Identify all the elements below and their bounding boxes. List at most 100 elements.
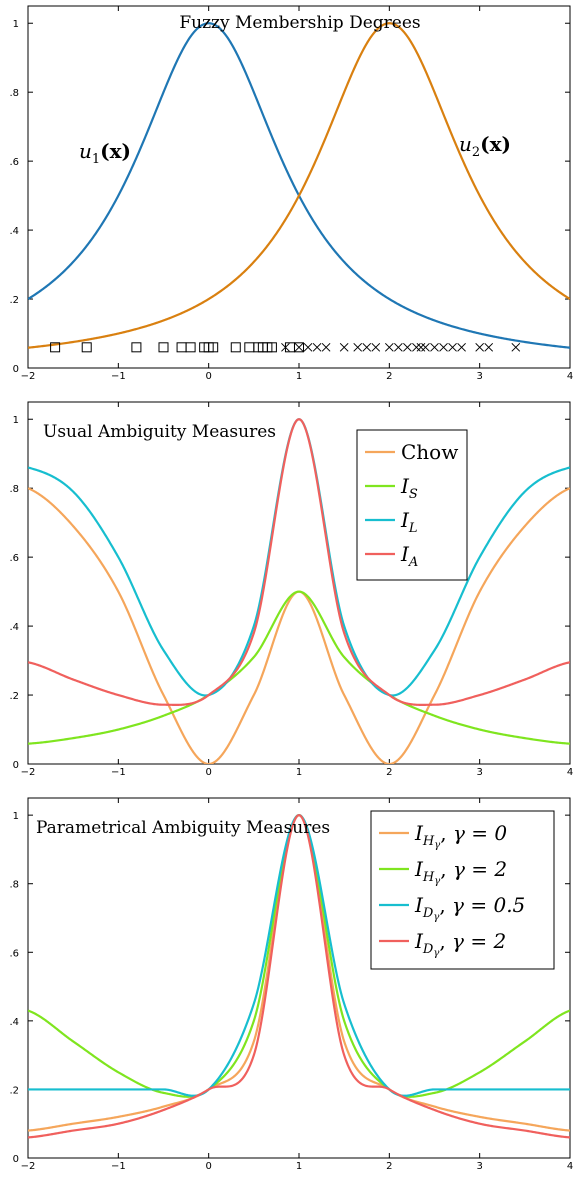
cross-marker bbox=[362, 342, 372, 352]
x-tick-label: −2 bbox=[21, 767, 36, 778]
curve-annotation-2: u2(x) bbox=[459, 132, 511, 160]
cross-marker bbox=[403, 342, 412, 352]
cross-marker bbox=[312, 342, 322, 352]
y-tick-label: .8 bbox=[9, 88, 19, 99]
cross-marker bbox=[416, 342, 426, 352]
square-marker bbox=[131, 342, 142, 353]
chart-panel-3: −2 −1 0 1 2 3 4 0 .2 .4 .6 .8 1 Parametrical Ambiguit… bbox=[9, 797, 573, 1172]
x-tick-label: 0 bbox=[205, 767, 211, 778]
cross-marker bbox=[281, 342, 290, 352]
x-tick-label: 1 bbox=[296, 1161, 302, 1172]
x-tick-label: 4 bbox=[567, 1161, 573, 1172]
y-tick-label: 1 bbox=[13, 415, 19, 426]
y-tick-label: 0 bbox=[13, 760, 19, 771]
y-tick-label: .2 bbox=[9, 295, 19, 306]
y-tick-label: .2 bbox=[9, 1085, 19, 1096]
x-tick-label: 3 bbox=[476, 767, 482, 778]
x-tick-label: 1 bbox=[296, 371, 302, 382]
cross-marker bbox=[511, 342, 521, 352]
y-tick-label: .6 bbox=[9, 948, 19, 959]
x-tick-label: 1 bbox=[296, 767, 302, 778]
series-line-3 bbox=[28, 418, 570, 697]
axes-box bbox=[27, 5, 571, 369]
cross-marker bbox=[339, 342, 349, 352]
legend-entry: IDγ, γ = 2 bbox=[414, 929, 506, 959]
square-marker bbox=[284, 342, 295, 353]
cross-marker bbox=[421, 342, 430, 352]
square-marker bbox=[158, 342, 169, 353]
square-marker bbox=[244, 342, 255, 353]
axes-box bbox=[27, 401, 571, 765]
x-tick-label: 0 bbox=[205, 371, 211, 382]
y-tick-label: .6 bbox=[9, 553, 19, 564]
series-line-4 bbox=[28, 814, 570, 1139]
cross-marker bbox=[353, 342, 363, 352]
y-tick-label: .4 bbox=[9, 226, 19, 237]
y-tick-label: .4 bbox=[9, 1017, 19, 1028]
y-tick-label: .6 bbox=[9, 157, 19, 168]
square-marker bbox=[81, 342, 92, 353]
cross-marker bbox=[412, 342, 421, 352]
legend-entry: IS bbox=[400, 474, 418, 502]
legend-entry: IHγ, γ = 2 bbox=[414, 857, 507, 887]
chart-panel-2: −2 −1 0 1 2 3 4 0 .2 .4 .6 .8 1 Usual Ambiguity Measu… bbox=[9, 401, 573, 778]
cross-marker bbox=[384, 342, 394, 352]
x-tick-label: −1 bbox=[111, 767, 126, 778]
square-marker bbox=[185, 342, 196, 353]
y-tick-label: .4 bbox=[9, 622, 19, 633]
square-marker bbox=[294, 342, 304, 353]
x-tick-label: −2 bbox=[21, 1161, 36, 1172]
x-tick-label: −1 bbox=[111, 371, 126, 382]
x-tick-label: 2 bbox=[386, 767, 392, 778]
cross-marker bbox=[448, 342, 457, 352]
cross-marker bbox=[321, 342, 331, 352]
cross-marker bbox=[371, 342, 381, 352]
chart-title: Fuzzy Membership Degrees bbox=[179, 13, 420, 33]
legend-entry: IDγ, γ = 0.5 bbox=[414, 893, 525, 923]
cross-marker bbox=[457, 342, 466, 352]
series-line-1 bbox=[28, 22, 570, 349]
legend-entry: IHγ, γ = 0 bbox=[414, 821, 507, 851]
chart-panel-1: −2 −1 0 1 2 3 4 0 .2 .4 .6 .8 1 Fuzzy Membership Degr… bbox=[9, 5, 573, 382]
cross-marker bbox=[439, 342, 448, 352]
x-tick-label: 3 bbox=[476, 371, 482, 382]
cross-marker bbox=[475, 342, 485, 352]
legend-box bbox=[370, 810, 555, 970]
curve-annotation-1: u1(x) bbox=[79, 139, 131, 167]
x-tick-label: 4 bbox=[567, 767, 573, 778]
x-tick-label: 2 bbox=[386, 1161, 392, 1172]
square-marker bbox=[266, 342, 277, 353]
y-tick-label: 1 bbox=[13, 19, 19, 30]
chart-title: Parametrical Ambiguity Measures bbox=[36, 818, 330, 838]
series-line-2 bbox=[28, 590, 570, 745]
series-line-4 bbox=[28, 418, 570, 706]
square-marker bbox=[50, 342, 61, 353]
x-tick-label: 4 bbox=[567, 371, 573, 382]
x-tick-label: −2 bbox=[21, 371, 36, 382]
y-tick-label: 1 bbox=[13, 811, 19, 822]
square-marker bbox=[230, 342, 241, 353]
series-line-2 bbox=[28, 22, 570, 349]
cross-marker bbox=[430, 342, 439, 352]
y-tick-label: .2 bbox=[9, 691, 19, 702]
y-tick-label: 0 bbox=[13, 1154, 19, 1165]
y-tick-label: .8 bbox=[9, 880, 19, 891]
cross-marker bbox=[484, 342, 494, 352]
x-tick-label: −1 bbox=[111, 1161, 126, 1172]
chart-title: Usual Ambiguity Measures bbox=[43, 422, 276, 442]
cross-marker bbox=[394, 342, 403, 352]
cross-marker bbox=[294, 342, 304, 352]
square-marker bbox=[176, 342, 187, 353]
x-tick-label: 2 bbox=[386, 371, 392, 382]
legend-entry: IL bbox=[400, 508, 418, 536]
x-tick-label: 3 bbox=[476, 1161, 482, 1172]
y-tick-label: 0 bbox=[13, 364, 19, 375]
legend-entry: IA bbox=[400, 542, 418, 570]
legend-entry: Chow bbox=[401, 440, 458, 464]
x-tick-label: 0 bbox=[205, 1161, 211, 1172]
series-line-1 bbox=[28, 487, 570, 764]
square-marker bbox=[208, 342, 219, 353]
y-tick-label: .8 bbox=[9, 484, 19, 495]
cross-marker bbox=[303, 342, 313, 352]
